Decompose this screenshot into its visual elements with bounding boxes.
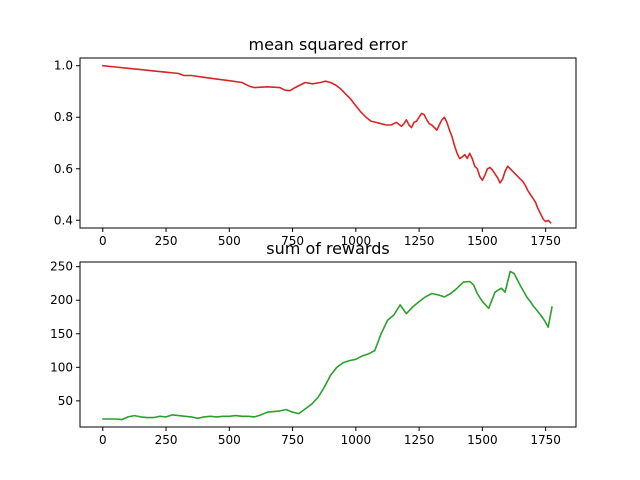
y-tick-label: 0.8 xyxy=(54,110,73,124)
axis-ticks: 0 250 500 750 1000 1250 1500 1750 50 100 150 200 250 xyxy=(50,260,561,447)
y-tick-label: 100 xyxy=(50,360,73,374)
x-tick-label: 1500 xyxy=(467,433,498,447)
chart-title: sum of rewards xyxy=(266,239,389,258)
x-tick-label: 750 xyxy=(281,234,304,248)
x-tick-label: 250 xyxy=(155,433,178,447)
x-tick-label: 0 xyxy=(99,433,107,447)
y-tick-label: 50 xyxy=(58,394,73,408)
x-tick-label: 1500 xyxy=(467,234,498,248)
x-tick-label: 1000 xyxy=(341,234,372,248)
y-tick-label: 0.6 xyxy=(54,162,73,176)
x-tick-label: 1750 xyxy=(530,234,561,248)
x-tick-label: 500 xyxy=(218,234,241,248)
series-line xyxy=(102,64,552,224)
x-tick-label: 500 xyxy=(218,433,241,447)
y-tick-label: 1.0 xyxy=(54,59,73,73)
chart-sum-of-rewards: sum of rewards 0 250 500 750 1000 1250 1500 175… xyxy=(50,239,577,447)
axes-frame xyxy=(79,57,577,229)
x-tick-label: 750 xyxy=(281,433,304,447)
y-tick-label: 0.4 xyxy=(54,213,73,227)
series-line xyxy=(102,270,553,421)
x-tick-label: 1000 xyxy=(341,433,372,447)
y-tick-label: 250 xyxy=(50,260,73,274)
x-tick-label: 1750 xyxy=(530,433,561,447)
x-tick-label: 250 xyxy=(155,234,178,248)
chart-mean-squared-error: mean squared error 0 250 500 750 1000 1250 150… xyxy=(54,35,577,248)
series-group xyxy=(102,64,552,224)
x-tick-label: 0 xyxy=(99,234,107,248)
y-tick-label: 150 xyxy=(50,327,73,341)
series-group xyxy=(102,270,553,421)
x-tick-label: 1250 xyxy=(404,433,435,447)
axes-frame xyxy=(79,261,577,428)
x-tick-label: 1250 xyxy=(404,234,435,248)
axis-ticks: 0 250 500 750 1000 1250 1500 1750 0.4 0.6 0.8 1.0 xyxy=(54,59,561,248)
y-tick-label: 200 xyxy=(50,293,73,307)
chart-title: mean squared error xyxy=(249,35,408,54)
